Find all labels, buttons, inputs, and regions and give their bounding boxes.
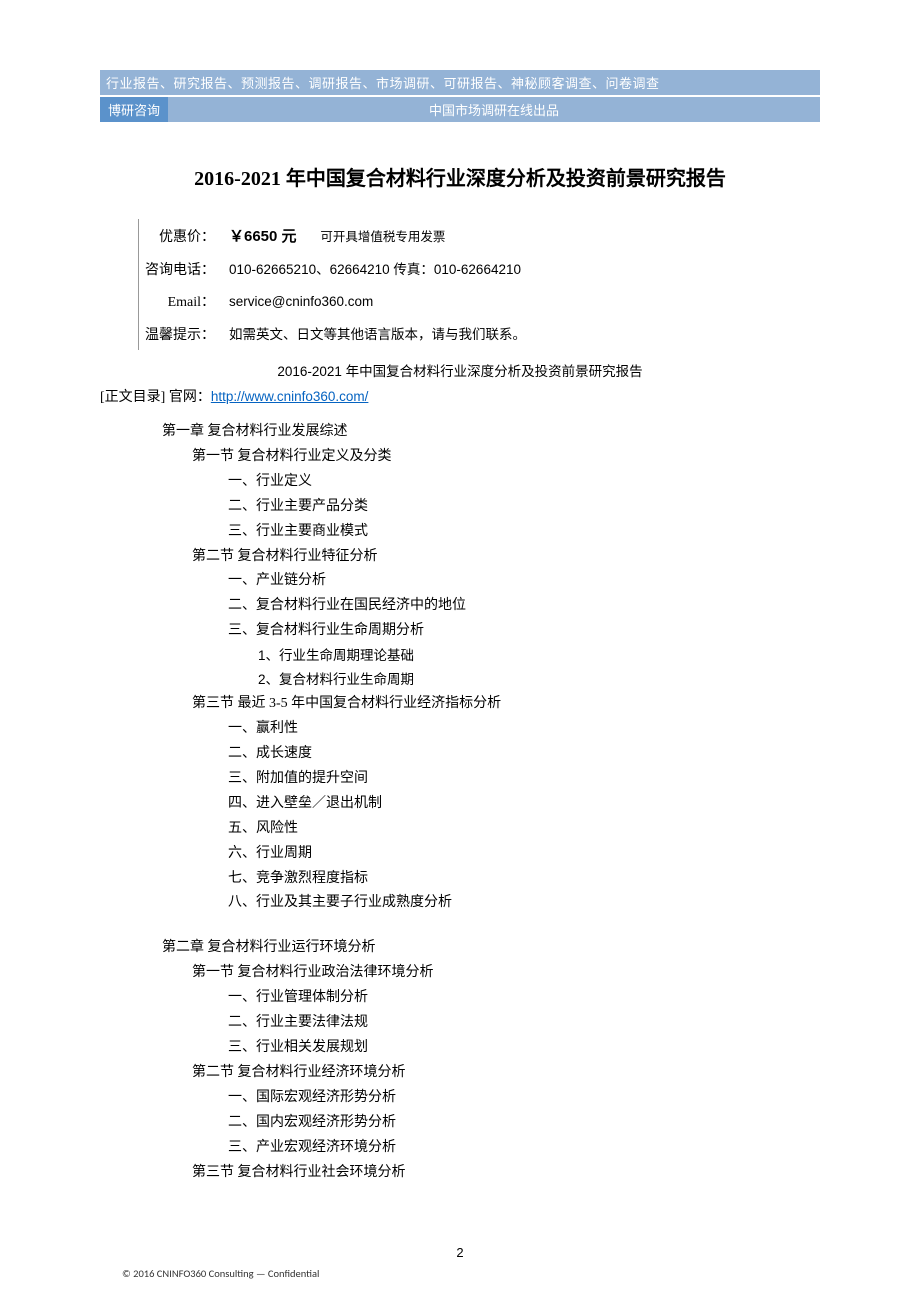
table-of-contents: 第一章 复合材料行业发展综述 第一节 复合材料行业定义及分类 一、行业定义 二、… [100, 420, 820, 1185]
header-bar-categories: 行业报告、研究报告、预测报告、调研报告、市场调研、可研报告、神秘顾客调查、问卷调… [100, 70, 820, 95]
toc-section: 第三节 复合材料行业社会环境分析 [192, 1161, 820, 1186]
toc-item: 二、国内宏观经济形势分析 [228, 1111, 820, 1136]
toc-chapter-1: 第一章 复合材料行业发展综述 [162, 420, 820, 445]
document-page: 行业报告、研究报告、预测报告、调研报告、市场调研、可研报告、神秘顾客调查、问卷调… [0, 0, 920, 1225]
toc-subitem: 1、行业生命周期理论基础 [258, 644, 820, 668]
toc-section: 第一节 复合材料行业政治法律环境分析 [192, 961, 820, 986]
report-title: 2016-2021 年中国复合材料行业深度分析及投资前景研究报告 [100, 162, 820, 191]
email-label: Email： [139, 291, 229, 311]
price-label: 优惠价： [139, 226, 229, 246]
toc-header-prefix: [正文目录] 官网： [100, 390, 211, 405]
price-value: ￥6650 元 可开具增值税专用发票 [229, 225, 445, 246]
report-info-block: 优惠价： ￥6650 元 可开具增值税专用发票 咨询电话： 010-626652… [138, 219, 820, 350]
info-row-tip: 温馨提示： 如需英文、日文等其他语言版本，请与我们联系。 [139, 317, 820, 350]
header-brand-right: 中国市场调研在线出品 [168, 97, 820, 122]
toc-item: 七、竞争激烈程度指标 [228, 867, 820, 892]
toc-item: 三、产业宏观经济环境分析 [228, 1136, 820, 1161]
price-amount: ￥6650 元 [229, 228, 297, 245]
tip-value: 如需英文、日文等其他语言版本，请与我们联系。 [229, 323, 526, 343]
phone-value: 010-62665210、62664210 传真：010-62664210 [229, 258, 521, 278]
toc-item: 二、复合材料行业在国民经济中的地位 [228, 594, 820, 619]
email-value: service@cninfo360.com [229, 294, 373, 309]
page-number: 2 [0, 1245, 920, 1260]
toc-item: 一、行业定义 [228, 470, 820, 495]
toc-section: 第二节 复合材料行业特征分析 [192, 545, 820, 570]
toc-item: 一、产业链分析 [228, 569, 820, 594]
info-row-phone: 咨询电话： 010-62665210、62664210 传真：010-62664… [139, 252, 820, 285]
toc-item: 一、赢利性 [228, 717, 820, 742]
toc-section: 第二节 复合材料行业经济环境分析 [192, 1061, 820, 1086]
toc-item: 三、复合材料行业生命周期分析 [228, 619, 820, 644]
toc-item: 二、成长速度 [228, 742, 820, 767]
toc-item: 三、行业主要商业模式 [228, 520, 820, 545]
toc-item: 一、国际宏观经济形势分析 [228, 1086, 820, 1111]
toc-item: 二、行业主要产品分类 [228, 495, 820, 520]
footer-confidential: © 2016 CNINFO360 Consulting — Confidenti… [122, 1267, 319, 1280]
phone-label: 咨询电话： [139, 259, 229, 279]
toc-spacer [100, 916, 820, 930]
tip-label: 温馨提示： [139, 324, 229, 344]
toc-header: [正文目录] 官网：http://www.cninfo360.com/ [100, 386, 820, 406]
toc-item: 一、行业管理体制分析 [228, 986, 820, 1011]
invoice-note: 可开具增值税专用发票 [320, 230, 445, 244]
toc-item: 二、行业主要法律法规 [228, 1011, 820, 1036]
report-subtitle: 2016-2021 年中国复合材料行业深度分析及投资前景研究报告 [100, 360, 820, 380]
toc-item: 三、行业相关发展规划 [228, 1036, 820, 1061]
toc-item: 四、进入壁垒／退出机制 [228, 792, 820, 817]
toc-item: 六、行业周期 [228, 842, 820, 867]
toc-item: 三、附加值的提升空间 [228, 767, 820, 792]
toc-subitem: 2、复合材料行业生命周期 [258, 668, 820, 692]
toc-section: 第一节 复合材料行业定义及分类 [192, 445, 820, 470]
header-brand-left: 博研咨询 [100, 97, 168, 122]
info-row-email: Email： service@cninfo360.com [139, 285, 820, 317]
header-bar-brand: 博研咨询 中国市场调研在线出品 [100, 97, 820, 122]
toc-chapter-2: 第二章 复合材料行业运行环境分析 [162, 936, 820, 961]
info-row-price: 优惠价： ￥6650 元 可开具增值税专用发票 [139, 219, 820, 252]
toc-item: 五、风险性 [228, 817, 820, 842]
toc-item: 八、行业及其主要子行业成熟度分析 [228, 891, 820, 916]
official-site-link[interactable]: http://www.cninfo360.com/ [211, 389, 369, 404]
toc-section: 第三节 最近 3-5 年中国复合材料行业经济指标分析 [192, 692, 820, 717]
